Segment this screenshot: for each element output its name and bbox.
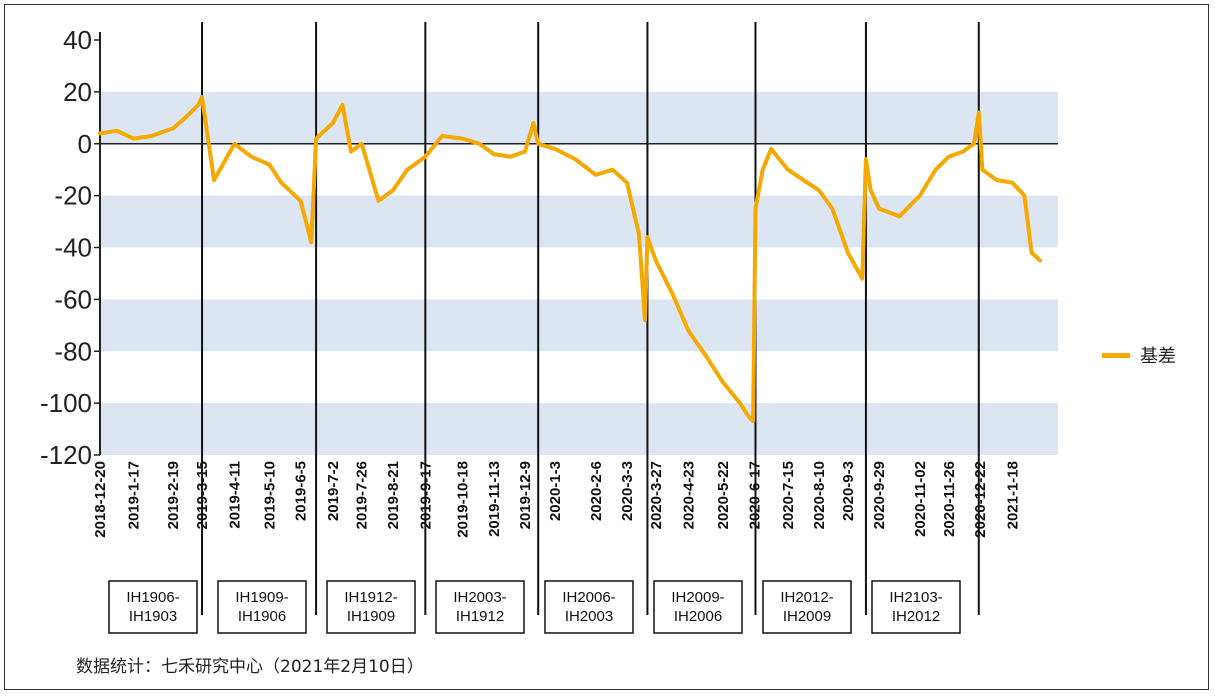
contract-label-line1: IH1909- [235, 589, 288, 606]
x-tick-label: 2019-11-13 [486, 461, 503, 537]
contract-label-line1: IH2006- [562, 589, 615, 606]
contract-roll-lines [201, 22, 980, 615]
contract-label-box: IH2103- IH2012 [871, 580, 961, 634]
y-tick-label: 0 [78, 129, 92, 159]
grid-band [100, 91, 1058, 144]
y-tick-label: -80 [54, 336, 92, 366]
x-tick-label: 2019-8-21 [385, 461, 402, 529]
x-tick-label: 2020-11-02 [912, 461, 929, 537]
x-tick-label: 2020-4-23 [680, 461, 697, 529]
contract-label-line1: IH2003- [453, 589, 506, 606]
x-tick-label: 2019-4-11 [226, 461, 243, 529]
grid-bands [100, 91, 1058, 455]
y-tick-label: -120 [40, 440, 92, 470]
y-tick-label: -60 [54, 284, 92, 314]
x-tick-label: 2020-3-27 [648, 461, 665, 529]
x-tick-label: 2021-1-18 [1004, 461, 1021, 529]
contract-label-line1: IH1912- [344, 589, 397, 606]
x-tick-label: 2020-8-10 [811, 461, 828, 529]
y-tick-label: 20 [63, 77, 92, 107]
x-tick-label: 2020-7-15 [780, 461, 797, 529]
x-tick-label: 2019-6-5 [292, 461, 309, 521]
contract-label-line2: IH1912 [456, 608, 504, 625]
y-tick-label: -100 [40, 388, 92, 418]
grid-band [100, 195, 1058, 248]
contract-label-line1: IH2103- [889, 589, 942, 606]
x-tick-label: 2019-12-9 [517, 461, 534, 529]
legend: 基差 [1102, 342, 1176, 368]
contract-label-line2: IH2003 [565, 608, 613, 625]
x-tick-label: 2019-7-2 [325, 461, 342, 521]
x-tick-label: 2020-9-3 [840, 461, 857, 521]
x-tick-label: 2020-1-3 [547, 461, 564, 521]
contract-label-box: IH1912- IH1909 [326, 580, 416, 634]
legend-label: 基差 [1140, 346, 1176, 367]
contract-label-box: IH2006- IH2003 [544, 580, 634, 634]
x-tick-label: 2020-2-6 [588, 461, 605, 521]
contract-label-line2: IH1909 [347, 608, 395, 625]
contract-label-line1: IH2009- [671, 589, 724, 606]
grid-band [100, 403, 1058, 455]
x-tick-label: 2020-5-22 [715, 461, 732, 529]
contract-label-box: IH1909- IH1906 [217, 580, 307, 634]
contract-label-box: IH1906- IH1903 [108, 580, 198, 634]
contract-label-box: IH2012- IH2009 [762, 580, 852, 634]
x-tick-label: 2019-5-10 [261, 461, 278, 529]
contract-label-box: IH2009- IH2006 [653, 580, 743, 634]
y-tick-label: -20 [54, 181, 92, 211]
legend-swatch [1102, 352, 1130, 358]
x-tick-label: 2020-12-22 [972, 461, 989, 538]
contract-label-line2: IH2009 [783, 608, 831, 625]
footnote-source: 数据统计：七禾研究中心（2021年2月10日） [76, 657, 424, 677]
y-tick-label: -40 [54, 233, 92, 263]
y-tick-label: 40 [63, 25, 92, 55]
contract-label-box: IH2003- IH1912 [435, 580, 525, 634]
x-tick-label: 2019-7-26 [354, 461, 371, 529]
y-axis: 40 20 0 -20 -40 -60 -80 -100 -120 [40, 25, 1058, 470]
x-tick-label: 2019-1-17 [126, 461, 143, 529]
contract-label-line2: IH2012 [892, 608, 940, 625]
x-tick-label: 2019-10-18 [455, 461, 472, 538]
x-tick-label: 2020-11-26 [941, 461, 958, 537]
x-tick-label: 2018-12-20 [92, 461, 109, 538]
contract-label-line2: IH1903 [129, 608, 177, 625]
x-tick-label: 2020-3-3 [619, 461, 636, 521]
x-axis: 2018-12-202019-1-172019-2-192019-3-15201… [92, 461, 1021, 538]
contract-label-line2: IH1906 [238, 608, 286, 625]
x-tick-label: 2019-2-19 [165, 461, 182, 529]
contract-labels: IH1906-IH1903IH1909-IH1906IH1912-IH1909I… [108, 580, 961, 634]
contract-label-line2: IH2006 [674, 608, 722, 625]
contract-label-line1: IH2012- [780, 589, 833, 606]
contract-label-line1: IH1906- [126, 589, 179, 606]
series-line-basis [98, 95, 1042, 424]
x-tick-label: 2020-9-29 [871, 461, 888, 529]
grid-band [100, 299, 1058, 352]
chart-frame [4, 4, 1209, 690]
